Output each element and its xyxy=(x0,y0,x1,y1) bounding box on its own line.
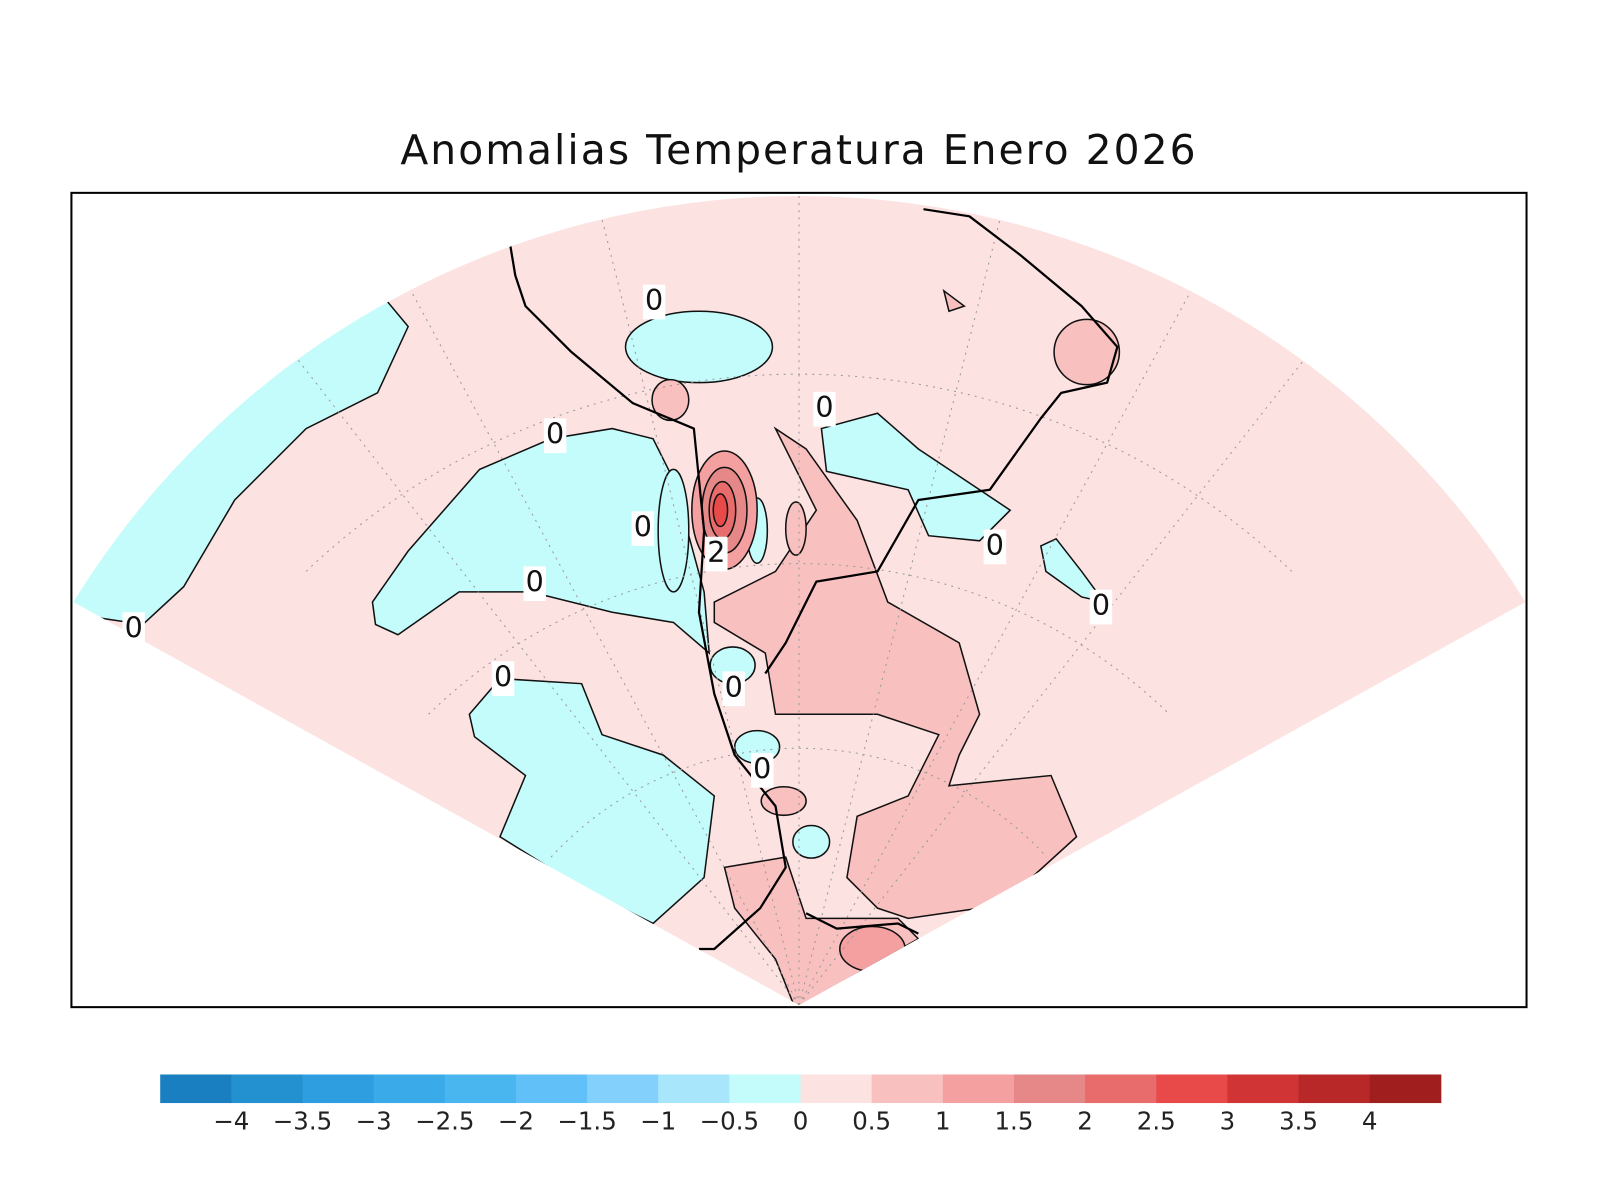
contour-label-box xyxy=(543,418,567,454)
contour-label: 0 xyxy=(125,611,143,645)
contour-label-box xyxy=(523,566,546,602)
colorbar-label: −3.5 xyxy=(273,1106,332,1135)
colorbar-box xyxy=(515,1074,588,1104)
colorbar-label: 2 xyxy=(1077,1106,1093,1135)
contour-label-box xyxy=(631,511,655,546)
contour-label: 2 xyxy=(707,535,725,569)
colorbar-label: −1 xyxy=(640,1106,676,1135)
colorbar-label: 0.5 xyxy=(852,1106,891,1135)
colorbar-label: 2.5 xyxy=(1137,1106,1176,1135)
colorbar-box xyxy=(302,1074,375,1104)
colorbar-box xyxy=(587,1074,659,1104)
map-field xyxy=(73,195,1526,1006)
colorbar-box xyxy=(1085,1074,1157,1104)
colorbar-box xyxy=(1369,1074,1442,1104)
coastline-east xyxy=(764,208,1119,675)
contour-label: 0 xyxy=(546,417,564,451)
colorbar-box xyxy=(1156,1074,1228,1104)
colorbar-box xyxy=(800,1074,873,1104)
contour-label-box xyxy=(1089,589,1113,625)
contour-label: 0 xyxy=(645,283,663,317)
contour-label-box xyxy=(983,529,1007,565)
colorbar-label: 3.5 xyxy=(1279,1106,1318,1135)
colorbar-box xyxy=(1298,1074,1371,1104)
contour-label: 0 xyxy=(494,660,512,694)
colorbar-box xyxy=(871,1074,944,1104)
map-frame xyxy=(70,191,1528,1009)
colorbar-label: −3 xyxy=(356,1106,392,1135)
colorbar-box xyxy=(160,1074,232,1104)
contour-label: 0 xyxy=(986,528,1004,562)
contour-label-box xyxy=(751,753,774,788)
contour-label-box xyxy=(491,661,515,696)
colorbar-box xyxy=(658,1074,730,1104)
contour-label-box xyxy=(642,284,666,320)
contour-label: 0 xyxy=(725,670,743,704)
colorbar-box xyxy=(942,1074,1015,1104)
colorbar-box xyxy=(729,1074,802,1104)
contour-label: 0 xyxy=(753,751,771,785)
colorbar-box xyxy=(1013,1074,1086,1104)
cool-anomaly-areas xyxy=(73,294,1106,925)
colorbar-label: 1 xyxy=(935,1106,951,1135)
contour-label-box xyxy=(722,671,745,707)
colorbar-label: −2 xyxy=(498,1106,534,1135)
colorbar-label: −2.5 xyxy=(415,1106,474,1135)
colorbar-box xyxy=(1227,1074,1300,1104)
colorbar-box xyxy=(444,1074,517,1104)
coastline-west xyxy=(507,232,787,951)
colorbar-label: −4 xyxy=(213,1106,249,1135)
colorbar-box xyxy=(373,1074,446,1104)
contour-label: 0 xyxy=(815,390,833,424)
contour-label-box xyxy=(813,391,836,427)
contour-label: 0 xyxy=(526,565,544,599)
coastline-south xyxy=(805,912,919,935)
colorbar-label: 1.5 xyxy=(994,1106,1033,1135)
colorbar-label: 4 xyxy=(1362,1106,1378,1135)
colorbar-label: 3 xyxy=(1220,1106,1236,1135)
contour-label: 0 xyxy=(1092,588,1110,622)
contour-label: 0 xyxy=(634,510,652,544)
colorbar-label: −1.5 xyxy=(557,1106,616,1135)
colorbar-label: −0.5 xyxy=(700,1106,759,1135)
contour-label-box xyxy=(122,612,145,647)
colorbar-box xyxy=(231,1074,304,1104)
contour-label-box xyxy=(705,536,728,572)
map-title: Anomalias Temperatura Enero 2026 xyxy=(400,126,1197,174)
colorbar: −4 −3.5 −3 −2.5 −2 −1.5 −1 −0.5 0 0.5 1 1.5 2 2.5 3 3.5… xyxy=(160,1074,1442,1135)
contour-labels: 0 0 0 0 0 0 0 0 0 0 0 2 xyxy=(122,283,1113,788)
graticule xyxy=(183,195,1415,1006)
colorbar-label: 0 xyxy=(793,1106,809,1135)
warm-anomaly-areas xyxy=(651,288,1121,1006)
